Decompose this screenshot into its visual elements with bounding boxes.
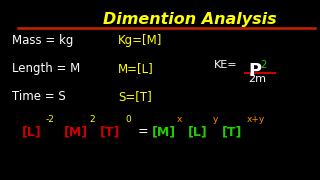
Text: x+y: x+y (247, 115, 265, 124)
Text: [T]: [T] (222, 125, 242, 138)
Text: [M]: [M] (152, 125, 176, 138)
Text: Length = M: Length = M (12, 62, 80, 75)
Text: 0: 0 (125, 115, 131, 124)
Text: Time = S: Time = S (12, 90, 66, 103)
Text: M=[L]: M=[L] (118, 62, 154, 75)
Text: [L]: [L] (22, 125, 42, 138)
Text: [T]: [T] (100, 125, 120, 138)
Text: Kg=[M]: Kg=[M] (118, 34, 162, 47)
Text: x: x (177, 115, 182, 124)
Text: =: = (138, 125, 148, 138)
Text: P: P (248, 62, 261, 80)
Text: Mass = kg: Mass = kg (12, 34, 73, 47)
Text: y: y (213, 115, 218, 124)
Text: KE=: KE= (214, 60, 238, 70)
Text: -2: -2 (46, 115, 55, 124)
Text: [M]: [M] (64, 125, 88, 138)
Text: 2: 2 (89, 115, 95, 124)
Text: 2: 2 (260, 60, 266, 70)
Text: Dimention Analysis: Dimention Analysis (103, 12, 277, 27)
Text: 2m: 2m (248, 74, 266, 84)
Text: S=[T]: S=[T] (118, 90, 152, 103)
Text: [L]: [L] (188, 125, 208, 138)
